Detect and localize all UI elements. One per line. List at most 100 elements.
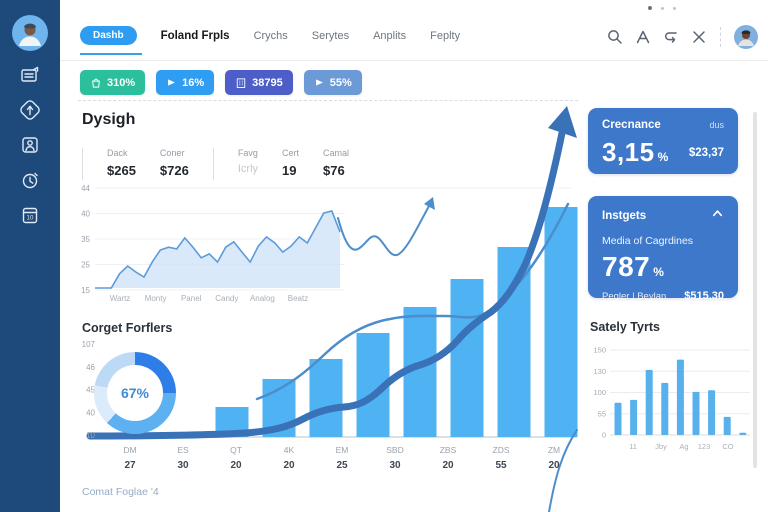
axis-label: Analog [250, 294, 275, 303]
chip-value: 38795 [252, 76, 283, 89]
axis-label: 123 [698, 442, 711, 451]
tab-anplits[interactable]: Anplits [373, 29, 407, 42]
stat-label: Favg [237, 148, 258, 158]
card-big-value: 3,15 [602, 137, 655, 167]
growth-bar [497, 247, 531, 437]
stat-value: 19 [282, 163, 297, 178]
trend-sparkline [95, 209, 341, 289]
mini-bar-chart: 150 130 100 55 0 11 Jby Ag 123 CO [593, 346, 750, 451]
card-corner-label: dus [709, 120, 724, 130]
card-footer-left: Pegler | Beylan [602, 290, 667, 302]
tab-bar: Dashb Foland Frpls Crychs Serytes Anplits Fep… [80, 26, 460, 45]
mini-bar [692, 391, 700, 435]
stat-value: $76 [323, 163, 345, 178]
axis-label: 4K [284, 445, 295, 455]
mini-bar [630, 399, 638, 435]
news-icon[interactable] [19, 64, 41, 86]
letter-a-icon[interactable] [634, 28, 652, 46]
stat-item: Coner $726 [160, 148, 189, 178]
tab-foland-frpls[interactable]: Foland Frpls [160, 29, 230, 42]
tab-dashb[interactable]: Dashb [80, 26, 137, 45]
axis-label: 107 [82, 340, 96, 349]
person-icon [19, 23, 41, 46]
axis-label: Jby [655, 442, 667, 451]
clock-icon[interactable] [19, 169, 41, 191]
insights-card: Instgets Media of Cagrdines 787 % Pegler… [588, 196, 738, 302]
card-footer-right: $515,30 [684, 290, 724, 302]
chevron-up-icon[interactable] [711, 207, 724, 225]
axis-label: 55 [598, 409, 606, 418]
stats-divider [82, 148, 83, 180]
axis-label: 130 [593, 367, 606, 376]
axis-label: Candy [215, 294, 238, 303]
growth-bar [262, 379, 296, 437]
topbar-divider-dashed [720, 27, 722, 47]
tab-serytes[interactable]: Serytes [311, 29, 350, 42]
sidebar-avatar[interactable] [12, 15, 48, 51]
user-avatar[interactable] [734, 25, 758, 49]
axis-label: 30 [177, 460, 189, 471]
status-dots [648, 6, 676, 10]
calendar-icon[interactable]: 10 [19, 204, 41, 226]
performance-card: Crecnance dus 3,15 % $23,37 [588, 108, 738, 174]
stat-chip[interactable]: 310% [80, 70, 146, 95]
axis-label: 11 [629, 442, 637, 451]
tab-crychs[interactable]: Crychs [253, 29, 288, 42]
card-unit: % [657, 150, 669, 164]
user-badge-icon[interactable] [19, 134, 41, 156]
stats-row: Dack $265 Coner $726 Favg Icrly Cert 19 Camal $76 [82, 148, 349, 180]
stat-label: Cert [282, 148, 300, 158]
axis-label: ES [177, 445, 189, 455]
tab-feplty[interactable]: Feplty [430, 29, 461, 42]
axis-label: 150 [593, 346, 606, 355]
axis-label: 20 [283, 460, 295, 471]
growth-bar [356, 333, 390, 437]
axis-label: EM [336, 445, 349, 455]
section-separator [78, 100, 578, 101]
stat-chip[interactable]: 55% [303, 70, 362, 95]
arrow-icon [166, 77, 177, 88]
axis-label: DM [123, 445, 136, 455]
search-icon[interactable] [606, 28, 624, 46]
axis-label: 20 [442, 460, 454, 471]
axis-label: ZM [548, 445, 560, 455]
svg-text:10: 10 [27, 216, 34, 222]
axis-label: QT [230, 445, 242, 455]
thin-trend-curve [337, 205, 430, 257]
stat-value: Icrly [237, 163, 259, 175]
mini-bar [723, 416, 731, 435]
axis-label: 20 [548, 460, 560, 471]
sidebar: 10 [0, 0, 60, 512]
footer-link[interactable]: Comat Foglae '4 [82, 486, 159, 498]
stat-item: Favg Icrly [238, 148, 258, 175]
scrollbar[interactable] [753, 112, 757, 468]
compass-icon[interactable] [19, 99, 41, 121]
axis-label: Monty [145, 294, 167, 303]
axis-label: CO [722, 442, 733, 451]
sparkline-area [95, 210, 340, 288]
portfolio-donut-chart: 67% [94, 352, 176, 434]
close-icon[interactable] [690, 28, 708, 46]
axis-label: 25 [81, 261, 90, 270]
stat-chip[interactable]: 16% [156, 70, 215, 95]
building-icon [235, 77, 247, 89]
sparkline-line [95, 209, 341, 289]
stat-chip[interactable]: 38795 [225, 70, 293, 95]
stat-label: Coner [159, 148, 185, 158]
stats-divider [212, 148, 214, 180]
donut-center-value: 67% [120, 385, 150, 401]
growth-bar [544, 207, 578, 437]
stat-item: Camal $76 [323, 148, 349, 178]
axis-label: 100 [593, 388, 606, 397]
axis-label: 20 [230, 460, 242, 471]
growth-bar-series [215, 207, 578, 437]
topbar-actions [606, 25, 758, 49]
active-tab-underline [80, 53, 142, 55]
axis-label: 40 [81, 210, 90, 219]
axis-label: ZBS [440, 445, 457, 455]
growth-bar [450, 279, 484, 437]
axis-label: 0 [602, 431, 606, 440]
stat-value: $265 [107, 163, 136, 178]
redo-icon[interactable] [662, 28, 680, 46]
